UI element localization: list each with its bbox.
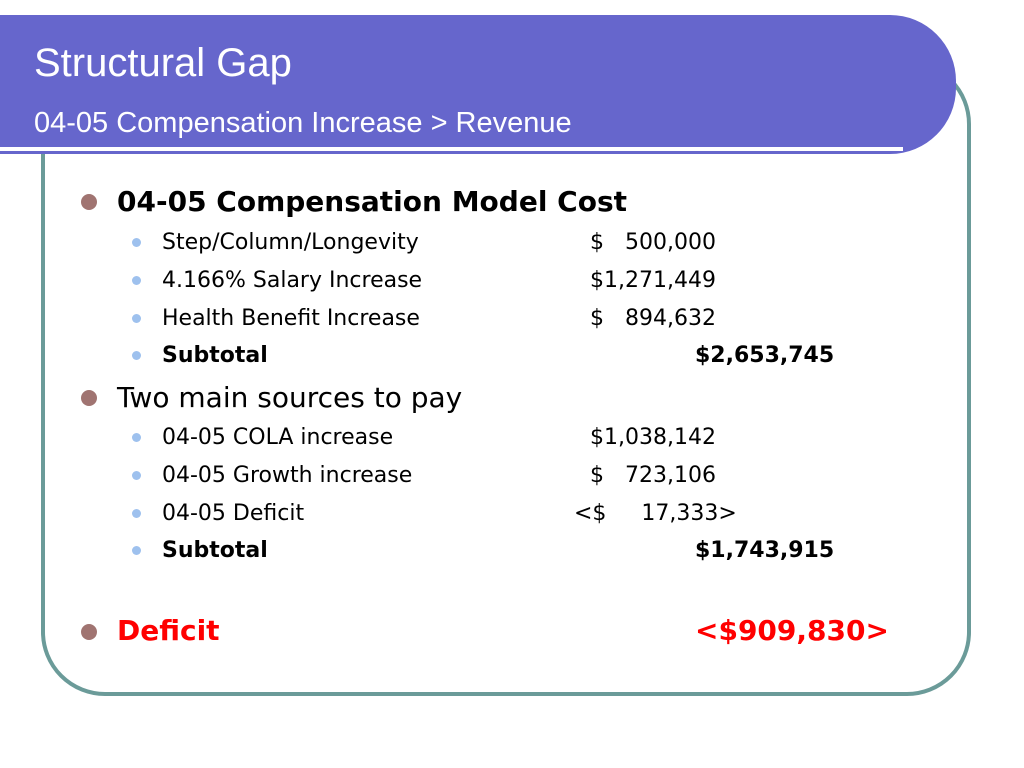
source-item-amount: $1,038,142 — [590, 425, 716, 450]
bullet-icon — [132, 238, 141, 247]
bullet-icon — [132, 314, 141, 323]
bullet-icon — [132, 509, 141, 518]
bullet-icon — [132, 351, 141, 360]
title-banner: Structural Gap 04-05 Compensation Increa… — [0, 15, 956, 154]
source-item-label: 04-05 Deficit — [162, 501, 305, 526]
cost-subtotal-label: Subtotal — [162, 343, 268, 368]
cost-item-amount: $ 500,000 — [590, 230, 716, 255]
bullet-icon — [132, 471, 141, 480]
sources-subtotal-amount: $1,743,915 — [695, 538, 835, 563]
cost-item-label: Step/Column/Longevity — [162, 230, 419, 255]
bullet-icon — [132, 546, 141, 555]
slide-subtitle: 04-05 Compensation Increase > Revenue — [34, 107, 572, 139]
cost-item-amount: $ 894,632 — [590, 306, 716, 331]
source-item-label: 04-05 Growth increase — [162, 463, 413, 488]
deficit-amount: <$909,830> — [695, 614, 889, 647]
deficit-label: Deficit — [117, 614, 220, 647]
source-item-label: 04-05 COLA increase — [162, 425, 394, 450]
source-item-amount: <$ 17,333> — [574, 501, 737, 526]
bullet-icon — [81, 194, 97, 210]
sources-section-heading: Two main sources to pay — [117, 381, 463, 414]
sources-subtotal-label: Subtotal — [162, 538, 268, 563]
content-frame — [41, 60, 971, 696]
bullet-icon — [132, 433, 141, 442]
bullet-icon — [81, 624, 97, 640]
banner-divider — [0, 147, 903, 151]
cost-subtotal-amount: $2,653,745 — [695, 343, 835, 368]
cost-item-label: 4.166% Salary Increase — [162, 268, 423, 293]
bullet-icon — [132, 276, 141, 285]
cost-item-label: Health Benefit Increase — [162, 306, 420, 331]
cost-item-amount: $1,271,449 — [590, 268, 716, 293]
cost-section-heading: 04-05 Compensation Model Cost — [117, 185, 628, 218]
bullet-icon — [81, 390, 97, 406]
source-item-amount: $ 723,106 — [590, 463, 716, 488]
slide-title: Structural Gap — [34, 41, 292, 85]
